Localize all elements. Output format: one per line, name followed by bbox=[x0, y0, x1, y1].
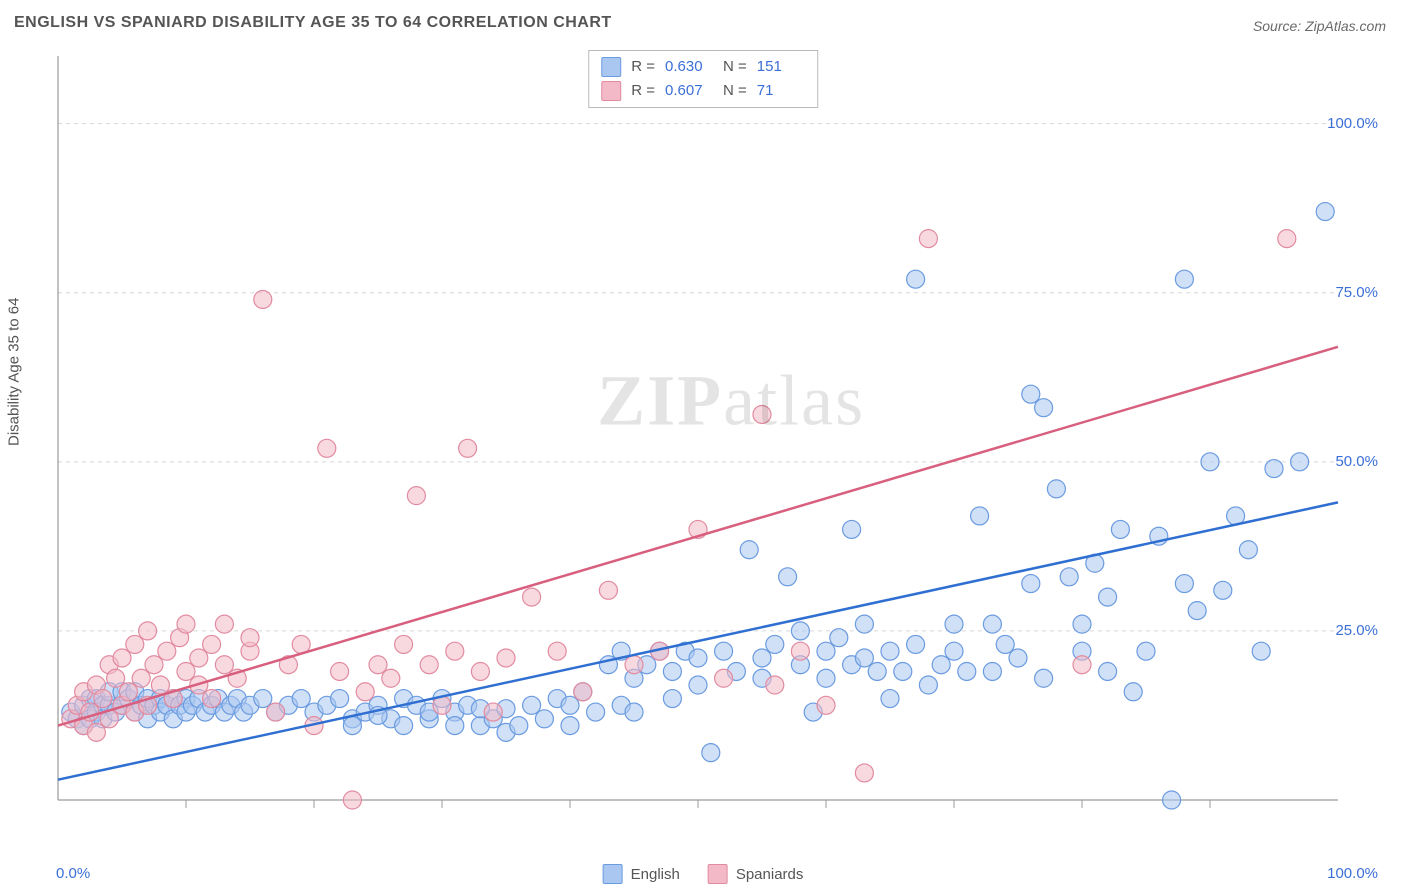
legend-swatch-spaniards bbox=[708, 864, 728, 884]
corr-swatch-spaniards bbox=[601, 81, 621, 101]
corr-n-val-0: 151 bbox=[757, 55, 805, 79]
y-tick-75: 75.0% bbox=[1335, 284, 1378, 301]
correlation-legend: R = 0.630 N = 151 R = 0.607 N = 71 bbox=[588, 50, 818, 108]
source-attribution: Source: ZipAtlas.com bbox=[1253, 18, 1386, 34]
corr-n-label-0: N = bbox=[723, 55, 747, 79]
corr-r-label-0: R = bbox=[631, 55, 655, 79]
corr-n-val-1: 71 bbox=[757, 79, 805, 103]
chart-container: ENGLISH VS SPANIARD DISABILITY AGE 35 TO… bbox=[0, 0, 1406, 892]
y-tick-100: 100.0% bbox=[1327, 115, 1378, 132]
chart-title: ENGLISH VS SPANIARD DISABILITY AGE 35 TO… bbox=[14, 14, 612, 32]
corr-r-label-1: R = bbox=[631, 79, 655, 103]
x-tick-max: 100.0% bbox=[1327, 865, 1378, 882]
corr-n-label-1: N = bbox=[723, 79, 747, 103]
corr-r-val-1: 0.607 bbox=[665, 79, 713, 103]
scatter-chart bbox=[48, 44, 1386, 844]
y-tick-25: 25.0% bbox=[1335, 622, 1378, 639]
corr-row-english: R = 0.630 N = 151 bbox=[601, 55, 805, 79]
corr-swatch-english bbox=[601, 57, 621, 77]
legend-label-spaniards: Spaniards bbox=[736, 866, 804, 883]
corr-r-val-0: 0.630 bbox=[665, 55, 713, 79]
x-tick-min: 0.0% bbox=[56, 865, 90, 882]
y-axis-label: Disability Age 35 to 64 bbox=[6, 298, 23, 446]
bottom-legend: English Spaniards bbox=[603, 864, 804, 884]
corr-row-spaniards: R = 0.607 N = 71 bbox=[601, 79, 805, 103]
legend-label-english: English bbox=[631, 866, 680, 883]
legend-item-spaniards: Spaniards bbox=[708, 864, 804, 884]
y-tick-50: 50.0% bbox=[1335, 453, 1378, 470]
legend-item-english: English bbox=[603, 864, 680, 884]
legend-swatch-english bbox=[603, 864, 623, 884]
